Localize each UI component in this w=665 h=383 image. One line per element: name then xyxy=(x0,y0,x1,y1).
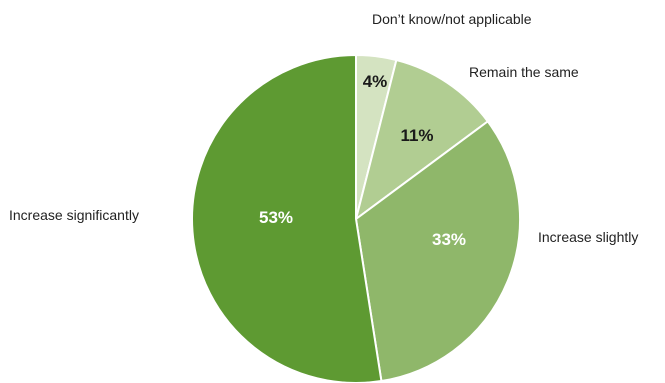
pie-slice-remain-same xyxy=(355,59,489,220)
slice-label-increase-significantly: Increase significantly xyxy=(9,207,139,223)
slice-label-dont-know: Don’t know/not applicable xyxy=(372,11,532,27)
slice-value-label-dont-know: 4% xyxy=(363,72,388,91)
slice-value-label-increase-significantly: 53% xyxy=(259,208,293,227)
pie-slice-increase-slightly xyxy=(355,120,521,383)
pie-slice-increase-significantly xyxy=(191,54,383,383)
slice-value-label-remain-same: 11% xyxy=(400,126,433,145)
pie-category-labels: Don’t know/not applicable Remain the sam… xyxy=(9,11,638,245)
slice-value-label-increase-slightly: 33% xyxy=(432,230,466,249)
slice-label-remain-same: Remain the same xyxy=(469,64,579,80)
slice-label-increase-slightly: Increase slightly xyxy=(538,229,638,245)
pie-slices xyxy=(191,54,521,383)
pie-value-labels: 4% 11% 33% 53% xyxy=(259,72,466,249)
